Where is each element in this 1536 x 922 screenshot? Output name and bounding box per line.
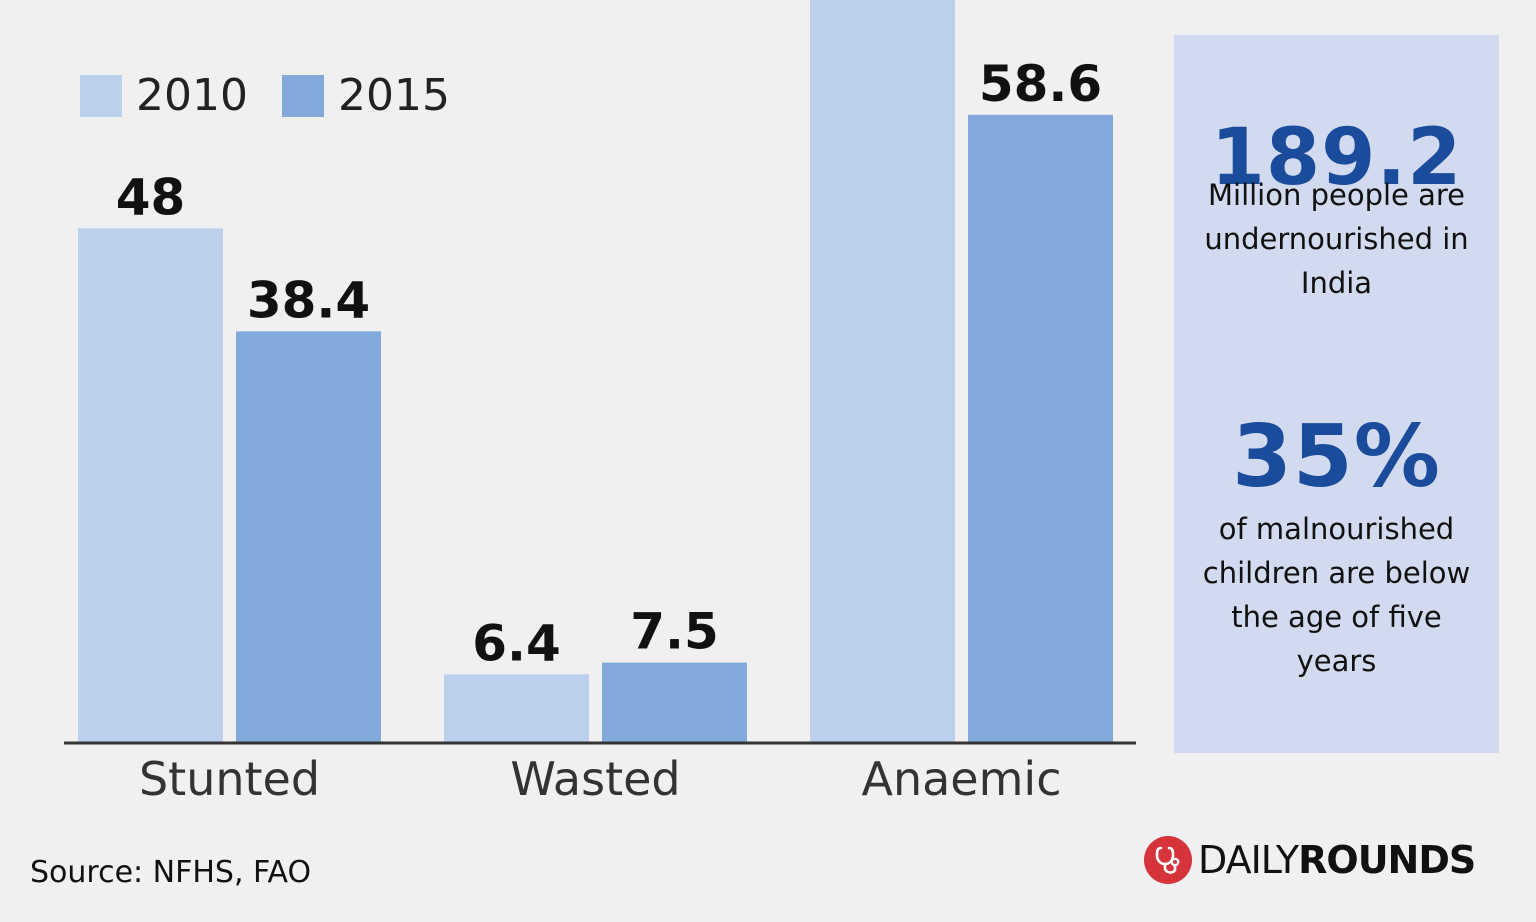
legend-label-2010: 2010	[136, 70, 248, 121]
bar-stunted-2015	[236, 331, 381, 743]
x-tick-label-wasted: Wasted	[510, 752, 680, 806]
bar-wasted-2015	[602, 662, 747, 743]
brand-text-rounds: ROUNDS	[1298, 838, 1476, 882]
legend-item-2010: 2010	[80, 70, 248, 121]
chart-legend: 2010 2015	[80, 70, 484, 121]
legend-item-2015: 2015	[281, 70, 450, 121]
x-tick-label-anaemic: Anaemic	[862, 752, 1062, 806]
bar-wasted-2010	[444, 674, 589, 743]
value-label-stunted-2015: 38.4	[247, 271, 370, 329]
source-note: Source: NFHS, FAO	[30, 855, 312, 890]
bar-anaemic-2015	[968, 114, 1113, 744]
value-label-wasted-2015: 7.5	[630, 603, 719, 661]
brand-text-daily: DAILY	[1198, 838, 1299, 882]
legend-swatch-2010	[80, 74, 122, 117]
stat-undernourished-value: 189.2	[1210, 113, 1463, 203]
legend-swatch-2015	[281, 74, 324, 117]
value-label-stunted-2010: 48	[116, 168, 186, 226]
dailyrounds-logo: DAILY ROUNDS	[1144, 836, 1476, 884]
bar-anaemic-2010	[810, 0, 955, 744]
x-tick-label-stunted: Stunted	[139, 752, 320, 806]
stat-children-text: of malnourished children are below the a…	[1202, 512, 1471, 678]
bar-stunted-2010	[78, 228, 223, 743]
stethoscope-icon	[1144, 836, 1192, 884]
stat-children-value: 35%	[1232, 407, 1441, 507]
value-label-anaemic-2015: 58.6	[979, 55, 1102, 113]
stats-panel: 189.2 Million people are undernourished …	[1174, 35, 1499, 753]
legend-label-2015: 2015	[337, 70, 450, 121]
value-label-wasted-2010: 6.4	[472, 614, 561, 672]
stat-undernourished-text: Million people are undernourished in Ind…	[1204, 178, 1469, 300]
